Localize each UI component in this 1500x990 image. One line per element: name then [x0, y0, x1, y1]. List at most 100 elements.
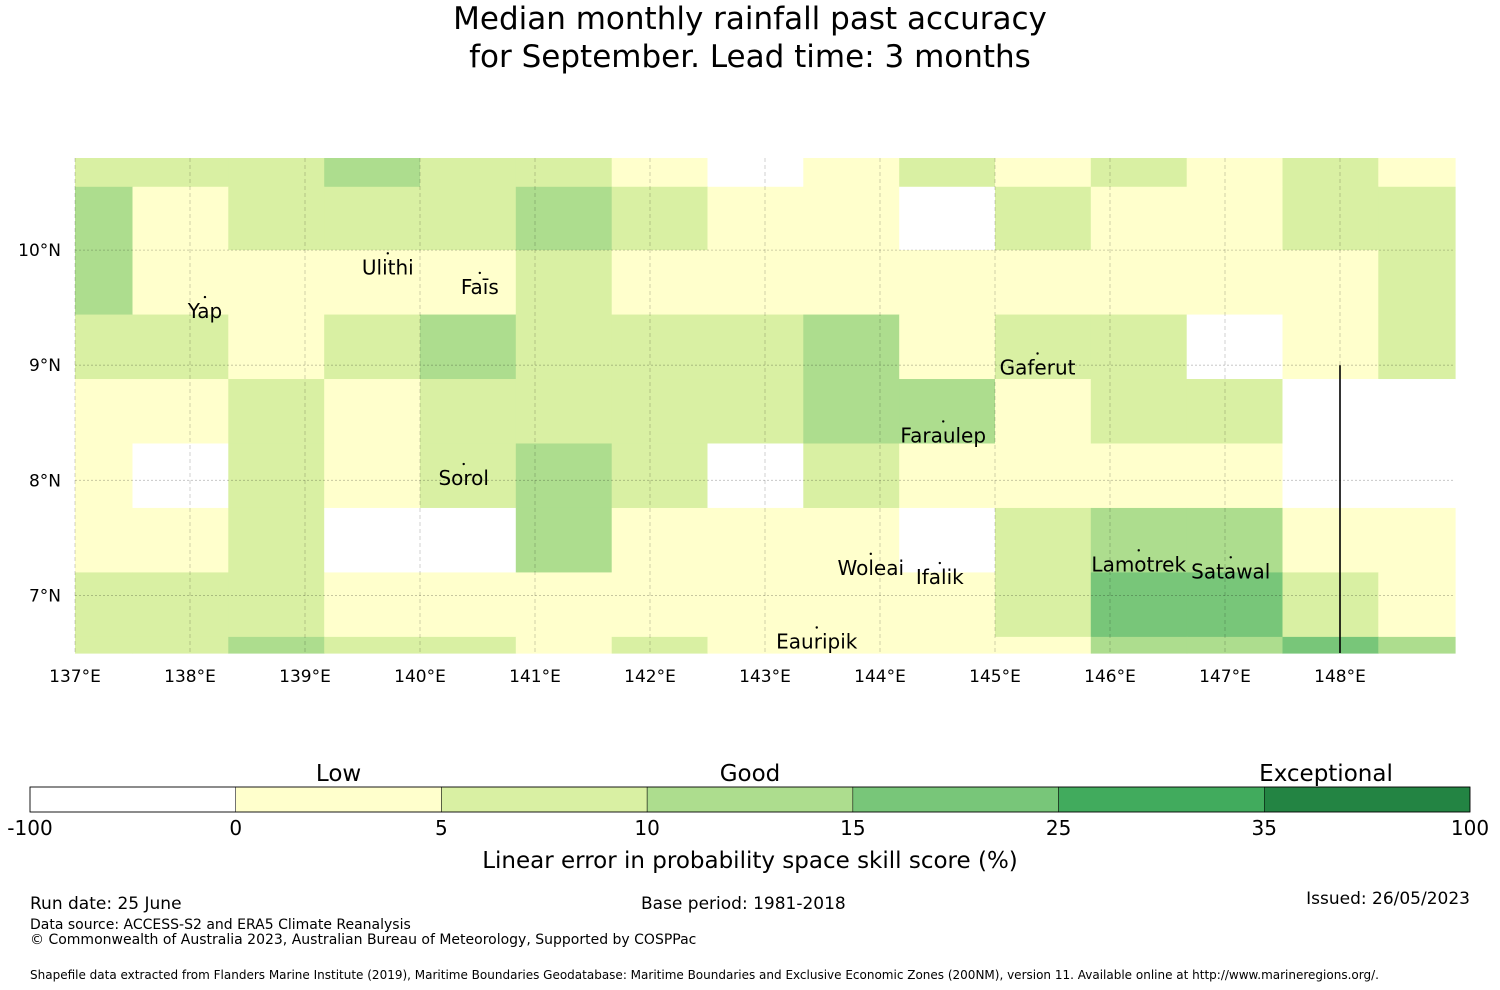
colorbar-tick-label: 5	[435, 816, 448, 840]
x-tick-label: 144°E	[854, 667, 906, 687]
x-tick-label: 142°E	[624, 667, 676, 687]
island-marker	[815, 626, 818, 629]
skill-cell	[515, 572, 613, 638]
skill-cell	[420, 379, 517, 445]
skill-map: 137°E 138°E 139°E 140°E 141°E 142°E 143°E 144°E…	[18, 158, 1456, 687]
place-label: Faīs	[461, 275, 499, 299]
skill-cell	[132, 443, 229, 509]
skill-cell	[228, 314, 325, 380]
skill-cell	[803, 572, 900, 638]
base-period: Base period: 1981-2018	[641, 894, 846, 914]
skill-cell	[707, 250, 804, 316]
skill-cell	[1186, 636, 1284, 654]
colorbar-tick-label: 10	[634, 816, 659, 840]
skill-cell	[995, 158, 1092, 188]
skill-cell	[707, 636, 804, 654]
colorbar-swatch	[29, 786, 236, 813]
run-date: Run date: 25 June	[30, 894, 182, 914]
skill-cell	[324, 250, 421, 316]
y-tick-label: 8°N	[29, 471, 61, 491]
skill-cell	[324, 507, 421, 574]
skill-cell	[420, 314, 517, 380]
colorbar-swatch	[646, 786, 854, 813]
colorbar-tick-label: 35	[1252, 816, 1277, 840]
skill-cell	[611, 443, 709, 509]
skill-cell	[611, 636, 709, 654]
x-tick-label: 147°E	[1199, 667, 1251, 687]
place-label: Yap	[187, 299, 222, 323]
skill-cell	[707, 158, 804, 188]
skill-cell	[995, 250, 1092, 316]
skill-cell	[707, 314, 804, 380]
skill-cell	[995, 572, 1092, 638]
skill-cell	[611, 507, 709, 574]
skill-cell	[899, 158, 996, 188]
skill-cell	[995, 314, 1092, 380]
colorbar-tick-label: 15	[840, 816, 865, 840]
skill-cell	[803, 186, 900, 251]
place-label: Woleai	[838, 556, 905, 580]
y-tick-label: 7°N	[29, 586, 61, 606]
skill-cell	[228, 443, 325, 509]
skill-cell	[420, 158, 517, 188]
x-tick-label: 146°E	[1084, 667, 1136, 687]
skill-cell	[611, 572, 709, 638]
colorbar-tick-label: -100	[7, 816, 52, 840]
skill-cell	[1090, 158, 1188, 188]
skill-cell	[420, 636, 517, 654]
skill-cell	[132, 186, 229, 251]
skill-cell	[132, 636, 229, 654]
island-marker	[1036, 352, 1039, 355]
skill-cell	[75, 186, 134, 251]
skill-cell	[75, 379, 134, 445]
skill-cell	[899, 507, 996, 574]
colorbar-swatch	[235, 786, 442, 813]
skill-cell	[420, 250, 517, 316]
colorbar-category-label: Low	[316, 761, 361, 787]
skill-cell	[324, 379, 421, 445]
skill-cell	[420, 443, 517, 509]
skill-cell	[324, 443, 421, 509]
island-marker	[386, 252, 389, 255]
skill-cell	[803, 250, 900, 316]
skill-cell	[1090, 314, 1188, 380]
skill-cell	[75, 250, 134, 316]
skill-cell	[803, 314, 900, 380]
skill-cell	[75, 158, 134, 188]
skill-cell	[899, 379, 996, 445]
place-label: Ulithi	[362, 255, 414, 279]
y-tick-label: 10°N	[18, 241, 61, 261]
skill-colorbar: -100 0 5 10 15 25 35 100 Low Good Exceptional Linea…	[7, 761, 1489, 874]
skill-cell	[1378, 314, 1456, 380]
skill-cell	[899, 572, 996, 638]
skill-cell	[1186, 158, 1284, 188]
skill-cell	[1378, 443, 1456, 509]
skill-cell	[515, 379, 613, 445]
skill-cell	[1090, 379, 1188, 445]
skill-cell	[1282, 314, 1379, 380]
skill-cell	[132, 507, 229, 574]
colorbar-category-label: Good	[720, 761, 781, 787]
skill-cell	[707, 443, 804, 509]
x-tick-label: 145°E	[969, 667, 1021, 687]
skill-cell	[1090, 250, 1188, 316]
skill-cell	[1282, 507, 1379, 574]
skill-cell	[803, 379, 900, 445]
skill-cell	[324, 158, 421, 188]
skill-cell	[995, 186, 1092, 251]
x-tick-label: 143°E	[739, 667, 791, 687]
skill-cell	[1282, 158, 1379, 188]
skill-cell	[324, 636, 421, 654]
island-marker	[1137, 549, 1140, 552]
skill-cell	[515, 186, 613, 251]
colorbar-category-label: Exceptional	[1259, 761, 1393, 787]
colorbar-swatch	[1264, 786, 1471, 813]
skill-cell	[1282, 250, 1379, 316]
skill-cell	[1282, 572, 1379, 638]
place-label: Gaferut	[1000, 356, 1076, 380]
skill-cell	[228, 507, 325, 574]
skill-cell	[515, 636, 613, 654]
x-tick-label: 138°E	[164, 667, 216, 687]
skill-cell	[803, 507, 900, 574]
skill-cell	[899, 186, 996, 251]
